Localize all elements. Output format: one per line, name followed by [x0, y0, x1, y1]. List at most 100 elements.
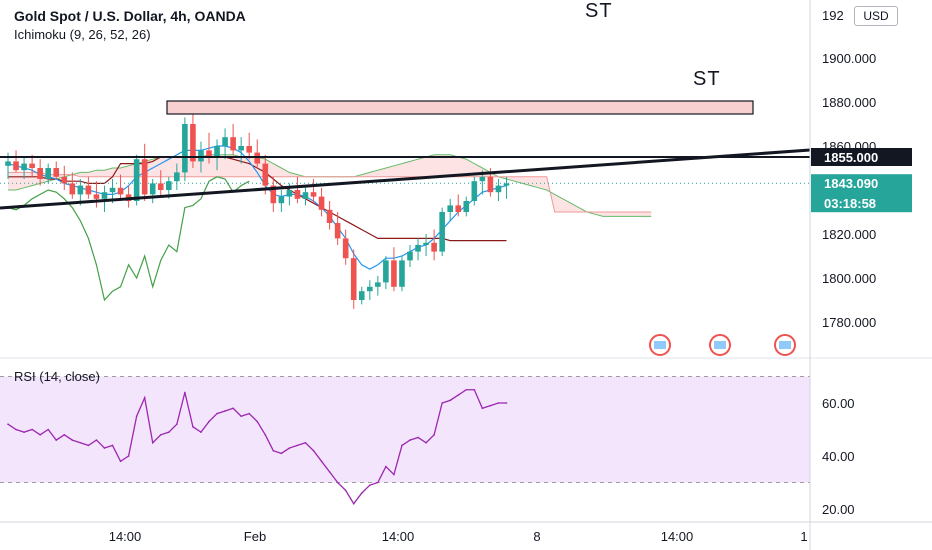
candle-body [447, 205, 453, 212]
rsi-point [7, 423, 9, 426]
candle-body [383, 260, 389, 283]
candle-body [471, 181, 478, 201]
rsi-point [248, 412, 250, 415]
candle-body [326, 209, 333, 223]
st-annotation-top[interactable]: ST [585, 0, 613, 22]
senkou-span-b-line [8, 171, 652, 213]
rsi-point [208, 420, 210, 423]
rsi-point [425, 441, 427, 444]
ichimoku-cloud [8, 154, 652, 217]
rsi-point [272, 449, 275, 452]
candle-body [423, 242, 429, 245]
price-tick-partial: 192 [822, 8, 844, 23]
price-tick-label: 1880.000 [822, 95, 876, 110]
candle-body [294, 190, 301, 199]
candle-body [206, 150, 212, 157]
candle-body [182, 124, 188, 173]
rsi-label[interactable]: RSI (14, close) [14, 369, 100, 384]
rsi-point [352, 502, 355, 505]
rsi-point [119, 460, 122, 463]
candle-body [214, 146, 220, 157]
ascending-trendline[interactable] [0, 148, 811, 210]
candle-body [415, 245, 421, 252]
rsi-panel [0, 376, 810, 505]
rsi-point [192, 426, 194, 428]
time-axis[interactable]: 14:00 Feb 14:00 8 14:00 1 [109, 529, 808, 544]
rsi-point [433, 434, 435, 436]
candle-body [222, 137, 228, 146]
candle-body [109, 187, 116, 193]
drawings[interactable] [0, 100, 811, 356]
rsi-point [103, 447, 106, 449]
rsi-point [216, 412, 218, 415]
rsi-point [71, 439, 74, 441]
candles [5, 110, 510, 309]
rsi-point [184, 391, 186, 394]
candle-body [278, 196, 285, 204]
candle-body [149, 183, 156, 195]
candle-body [117, 187, 124, 195]
resistance-zone-rectangle[interactable] [166, 100, 754, 115]
chart-title: Gold Spot / U.S. Dollar, 4h, OANDA [14, 8, 246, 24]
rsi-point [505, 402, 508, 404]
candle-body [174, 172, 180, 182]
rsi-point [441, 402, 443, 404]
rsi-point [360, 492, 363, 494]
time-tick-label: 14:00 [109, 529, 142, 544]
indicator-label[interactable]: Ichimoku (9, 26, 52, 26) [14, 27, 151, 42]
last-price-label: 1843.090 [824, 176, 878, 191]
price-tick-label: 1900.000 [822, 51, 876, 66]
candle-body [101, 192, 108, 199]
rsi-point [15, 428, 17, 431]
chikou-span-line [7, 176, 250, 302]
candle-body [367, 286, 373, 292]
rsi-point [127, 455, 130, 457]
rsi-point [449, 399, 452, 402]
candle-body [318, 196, 325, 210]
candle-body [166, 181, 172, 190]
rsi-point [417, 436, 419, 439]
candle-body [53, 168, 60, 177]
candle-body [431, 242, 437, 252]
rsi-point [312, 449, 315, 452]
st-annotation-right[interactable]: ST [693, 68, 721, 90]
candle-body [77, 185, 84, 195]
rsi-tick-label: 40.00 [822, 449, 855, 464]
rsi-point [111, 444, 114, 447]
candle-body [133, 159, 140, 201]
last-price-tag[interactable] [811, 174, 912, 213]
rsi-point [280, 452, 283, 455]
rsi-tick-label: 60.00 [822, 396, 855, 411]
economic-event-flag-icon [714, 341, 726, 349]
candle-body [286, 190, 293, 197]
candle-body [93, 194, 100, 199]
candle-body [375, 282, 381, 287]
candle-body [479, 176, 486, 182]
rsi-point [23, 431, 25, 433]
rsi-point [168, 431, 170, 433]
candle-body [246, 146, 252, 153]
candle-body [495, 185, 502, 193]
rsi-point [296, 444, 299, 447]
horizontal-line-price-tag[interactable] [811, 148, 912, 166]
economic-event-flag-icon [779, 341, 791, 349]
rsi-point [31, 428, 33, 431]
rsi-point [336, 481, 339, 484]
currency-button[interactable]: USD [854, 6, 898, 26]
candle-body [37, 168, 43, 179]
rsi-point [143, 396, 146, 399]
rsi-point [369, 484, 371, 486]
candle-body [455, 205, 462, 212]
time-tick-label: Feb [244, 529, 266, 544]
candle-body [439, 212, 445, 252]
rsi-point [304, 441, 307, 444]
time-tick-label: 8 [533, 529, 540, 544]
candle-body [157, 183, 164, 190]
rsi-point [344, 489, 347, 492]
rsi-point [377, 481, 379, 484]
candle-body [254, 152, 261, 164]
rsi-point [264, 434, 267, 436]
rsi-tick-label: 20.00 [822, 502, 855, 517]
